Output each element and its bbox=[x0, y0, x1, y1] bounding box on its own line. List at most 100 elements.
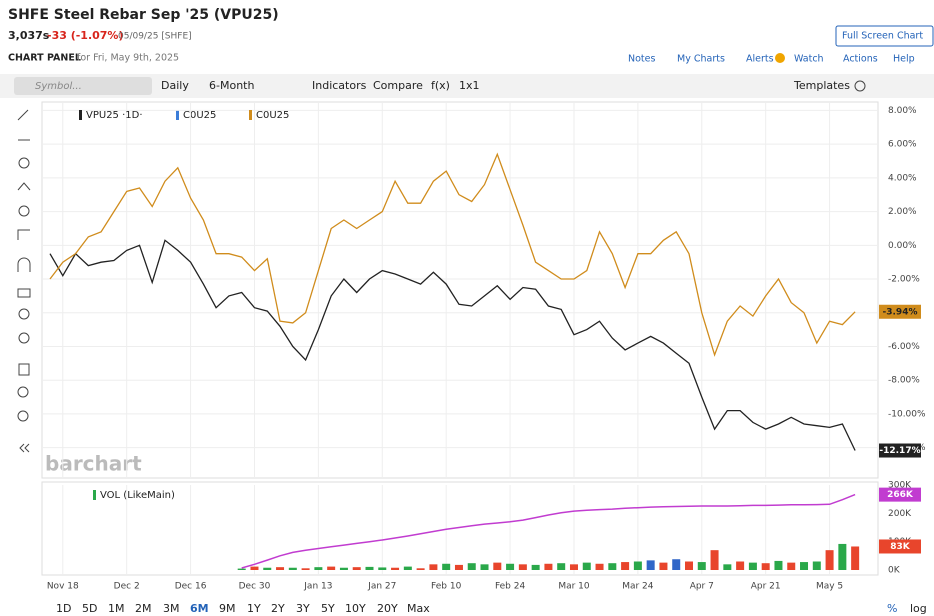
range[interactable]: 5D bbox=[82, 602, 97, 615]
volume-bar bbox=[327, 566, 336, 570]
volume-bar bbox=[633, 561, 642, 570]
volume-bar bbox=[621, 562, 630, 570]
range[interactable]: 3Y bbox=[296, 602, 310, 615]
volume-bar bbox=[569, 564, 578, 570]
symbol-box[interactable] bbox=[14, 77, 152, 95]
log-toggle[interactable]: log bbox=[910, 602, 927, 615]
volume-bar bbox=[659, 562, 668, 570]
volume-bar bbox=[518, 564, 527, 570]
y-tick-label: -10.00% bbox=[888, 409, 926, 419]
volume-bar bbox=[480, 564, 489, 570]
y-tick-label: 300K bbox=[888, 481, 912, 491]
volume-bar bbox=[825, 550, 834, 570]
volume-bar bbox=[710, 550, 719, 570]
x-tick-label: Dec 30 bbox=[239, 582, 271, 592]
link[interactable]: Watch bbox=[794, 54, 824, 65]
volume-bar bbox=[608, 563, 617, 570]
y-tick-label: -6.00% bbox=[888, 342, 920, 352]
range[interactable]: 9M bbox=[219, 602, 236, 615]
y-tick-label: 2.00% bbox=[888, 207, 917, 217]
series-line bbox=[49, 239, 856, 451]
volume-bar bbox=[685, 561, 693, 570]
fullscreen-label: Full Screen Chart bbox=[842, 31, 923, 42]
tool[interactable]: Daily bbox=[161, 79, 189, 92]
end-tag bbox=[879, 304, 921, 319]
legend-label: C0U25 bbox=[183, 110, 216, 121]
volume-bar bbox=[851, 546, 860, 570]
link[interactable]: Notes bbox=[628, 54, 655, 65]
volume-bar bbox=[774, 560, 783, 570]
x-tick-label: Dec 2 bbox=[114, 582, 140, 592]
x-tick-label: Mar 10 bbox=[558, 582, 590, 592]
range[interactable]: 20Y bbox=[377, 602, 398, 615]
percent-toggle[interactable]: % bbox=[887, 602, 897, 615]
volume-bar bbox=[557, 563, 566, 570]
link[interactable]: Help bbox=[893, 54, 915, 65]
price-pane bbox=[41, 101, 879, 479]
range[interactable]: Max bbox=[407, 602, 430, 615]
y-tick-label: 0.00% bbox=[888, 241, 917, 251]
x-tick-label: Jan 27 bbox=[367, 582, 396, 592]
volume-bar bbox=[416, 568, 425, 570]
end-tag-label: 83K bbox=[890, 542, 911, 552]
end-tag bbox=[879, 487, 921, 502]
range[interactable]: 1Y bbox=[247, 602, 261, 615]
fullscreen-button[interactable] bbox=[835, 25, 934, 47]
end-tag-label: 266K bbox=[887, 490, 914, 500]
volume-bar bbox=[646, 560, 655, 570]
range-active[interactable]: 6M bbox=[190, 602, 209, 615]
volume-bar bbox=[263, 567, 272, 570]
date: 05/09/25 [SHFE] bbox=[118, 32, 192, 42]
volume-bar bbox=[429, 564, 438, 570]
range[interactable]: 1M bbox=[108, 602, 125, 615]
end-tag-label: -12.17% bbox=[879, 446, 920, 456]
panel: CHART PANEL bbox=[8, 53, 81, 64]
x-tick-label: Dec 16 bbox=[175, 582, 207, 592]
range[interactable]: 10Y bbox=[345, 602, 366, 615]
tool[interactable]: f(x) bbox=[431, 79, 450, 92]
change: -33 (-1.07%) bbox=[47, 29, 123, 42]
volume-bar bbox=[595, 563, 604, 570]
y-tick-label: 6.00% bbox=[888, 140, 917, 150]
tool[interactable]: 1x1 bbox=[459, 79, 480, 92]
settings-icon[interactable] bbox=[854, 80, 866, 92]
volume-bar bbox=[723, 564, 732, 570]
volume-bar bbox=[391, 567, 400, 570]
link[interactable]: Actions bbox=[843, 54, 878, 65]
series-line bbox=[49, 152, 856, 357]
tool[interactable]: Compare bbox=[373, 79, 423, 92]
volume-bar bbox=[672, 559, 681, 570]
volume-bar bbox=[339, 567, 348, 570]
volume-bar bbox=[697, 562, 706, 570]
range[interactable]: 2Y bbox=[271, 602, 285, 615]
link[interactable]: Alerts bbox=[746, 54, 774, 65]
range[interactable]: 2M bbox=[135, 602, 152, 615]
end-tag bbox=[879, 539, 921, 554]
x-tick-label: May 5 bbox=[816, 582, 843, 592]
volume-bar bbox=[365, 566, 374, 570]
volume-bar bbox=[493, 562, 502, 570]
range[interactable]: 1D bbox=[56, 602, 71, 615]
price: 3,037s bbox=[8, 29, 50, 42]
toolbar bbox=[0, 74, 934, 98]
x-tick-label: Feb 24 bbox=[495, 582, 526, 592]
volume-bar bbox=[276, 567, 285, 570]
y-tick-label: -8.00% bbox=[888, 376, 920, 386]
tool[interactable]: Indicators bbox=[312, 79, 367, 92]
tool[interactable]: Templates bbox=[793, 79, 850, 92]
range[interactable]: 5Y bbox=[321, 602, 335, 615]
volume-pane bbox=[41, 481, 879, 576]
tool[interactable]: 6-Month bbox=[209, 79, 254, 92]
y-tick-label: 0K bbox=[888, 566, 901, 576]
volume-bar bbox=[454, 564, 463, 570]
volume-bar bbox=[403, 566, 412, 570]
y-tick-label: 8.00% bbox=[888, 106, 917, 116]
series-line bbox=[241, 493, 856, 569]
link[interactable]: My Charts bbox=[677, 54, 725, 65]
legend-swatch bbox=[79, 110, 82, 120]
x-tick-label: Nov 18 bbox=[47, 582, 79, 592]
range[interactable]: 3M bbox=[163, 602, 180, 615]
alert-icon bbox=[775, 53, 785, 63]
volume-bar bbox=[250, 566, 259, 570]
